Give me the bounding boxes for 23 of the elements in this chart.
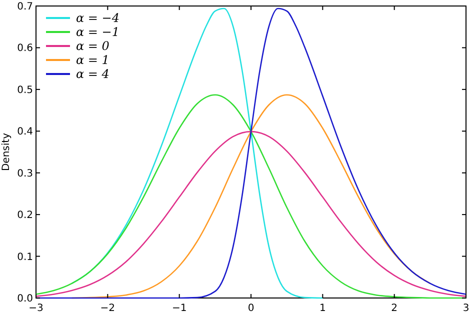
y-tick-label: 0.7 [17, 2, 33, 12]
line-series [35, 8, 467, 299]
y-tick-label: 0.0 [17, 294, 33, 304]
legend-label: α = −1 [76, 25, 120, 39]
line-series [35, 130, 467, 297]
x-tick-label: −2 [100, 303, 116, 314]
x-tick-label: 0 [248, 303, 254, 314]
x-tick-label: −3 [28, 303, 44, 314]
y-tick-label: 0.3 [17, 168, 33, 180]
y-axis-title: Density [1, 132, 12, 172]
x-tick-label: −1 [172, 303, 187, 314]
x-tick-label: 1 [319, 303, 326, 314]
y-tick-label: 0.2 [17, 210, 33, 222]
x-tick-label: 3 [462, 303, 470, 314]
legend-label: α = 0 [76, 39, 110, 53]
y-tick-label: 0.5 [17, 84, 33, 96]
y-tick-label: 0.4 [17, 126, 33, 138]
y-tick-label: 0.1 [17, 252, 33, 263]
legend-label: α = −4 [76, 11, 120, 25]
legend-label: α = 1 [76, 53, 110, 67]
x-tick-label: 2 [391, 303, 398, 314]
legend-label: α = 4 [76, 67, 110, 81]
y-tick-label: 0.6 [17, 43, 33, 54]
